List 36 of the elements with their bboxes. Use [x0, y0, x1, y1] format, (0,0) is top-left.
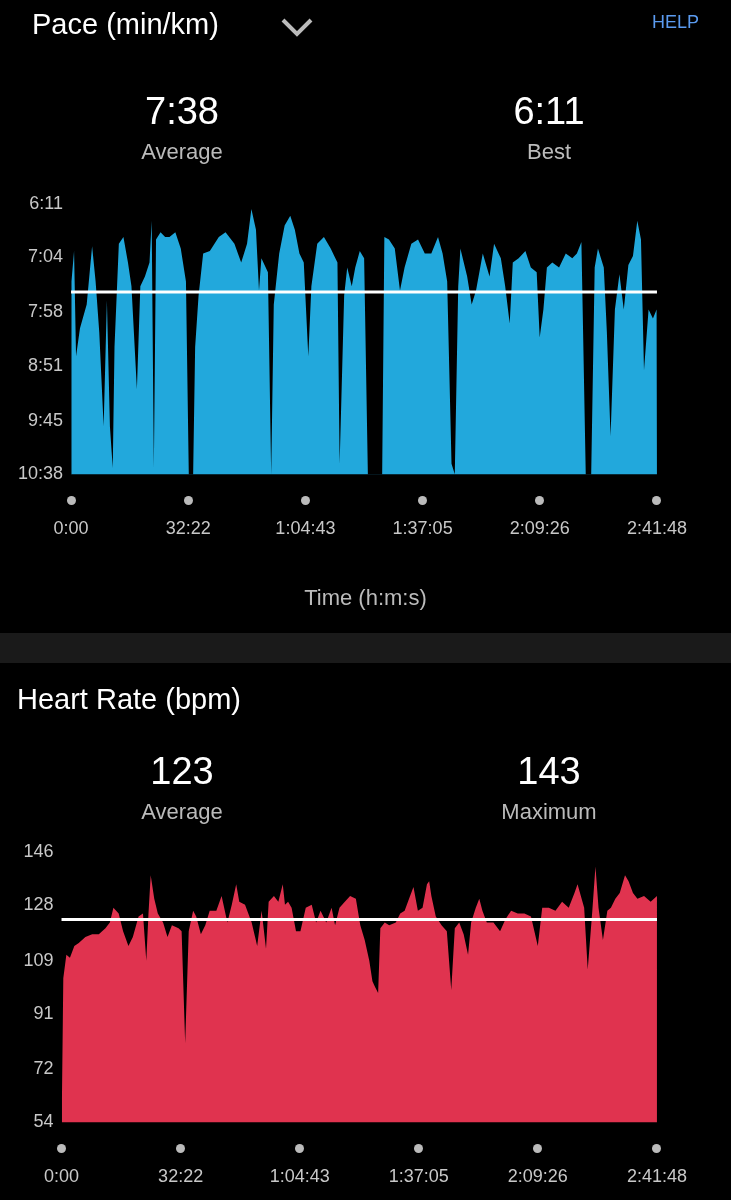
- x-axis-title: Time (h:m:s): [303, 585, 428, 612]
- x-tick-label: 2:09:26: [509, 518, 570, 539]
- y-tick-label: 109: [23, 949, 54, 970]
- x-tick-label: 1:37:05: [388, 1166, 449, 1187]
- chart-title: Heart Rate (bpm): [17, 683, 242, 716]
- y-tick-label: 146: [23, 840, 54, 861]
- x-tick-label: 32:22: [158, 1166, 204, 1187]
- text: Maximum: [500, 799, 598, 825]
- text: 7:38: [144, 90, 220, 133]
- y-tick-label: 54: [33, 1111, 54, 1132]
- text: 123: [149, 750, 215, 793]
- y-tick-label: 10:38: [18, 463, 64, 484]
- x-tick-label: 2:09:26: [507, 1166, 568, 1187]
- x-tick-label: 1:37:05: [392, 518, 453, 539]
- chart-title: Pace (min/km): [32, 8, 219, 41]
- text: 6:11: [512, 90, 586, 133]
- x-tick-label: 0:00: [53, 518, 89, 539]
- text: HELP: [651, 12, 699, 33]
- x-tick-label: 2:41:48: [626, 518, 687, 539]
- y-tick-label: 7:04: [28, 246, 64, 267]
- text: Best: [526, 139, 572, 165]
- x-tick-label: 2:41:48: [626, 1166, 687, 1187]
- text: Average: [140, 799, 224, 825]
- y-tick-label: 72: [33, 1058, 54, 1079]
- y-tick-label: 91: [33, 1002, 54, 1023]
- y-tick-label: 7:58: [28, 301, 64, 322]
- x-tick-label: 1:04:43: [269, 1166, 330, 1187]
- y-tick-label: 8:51: [28, 354, 64, 375]
- x-tick-label: 1:04:43: [275, 518, 336, 539]
- text: 143: [516, 750, 582, 793]
- y-tick-label: 128: [23, 893, 54, 914]
- x-tick-label: 32:22: [165, 518, 211, 539]
- x-tick-label: 0:00: [43, 1166, 80, 1187]
- y-tick-label: 9:45: [28, 409, 64, 430]
- text: Average: [140, 139, 224, 165]
- y-tick-label: 6:11: [29, 192, 64, 213]
